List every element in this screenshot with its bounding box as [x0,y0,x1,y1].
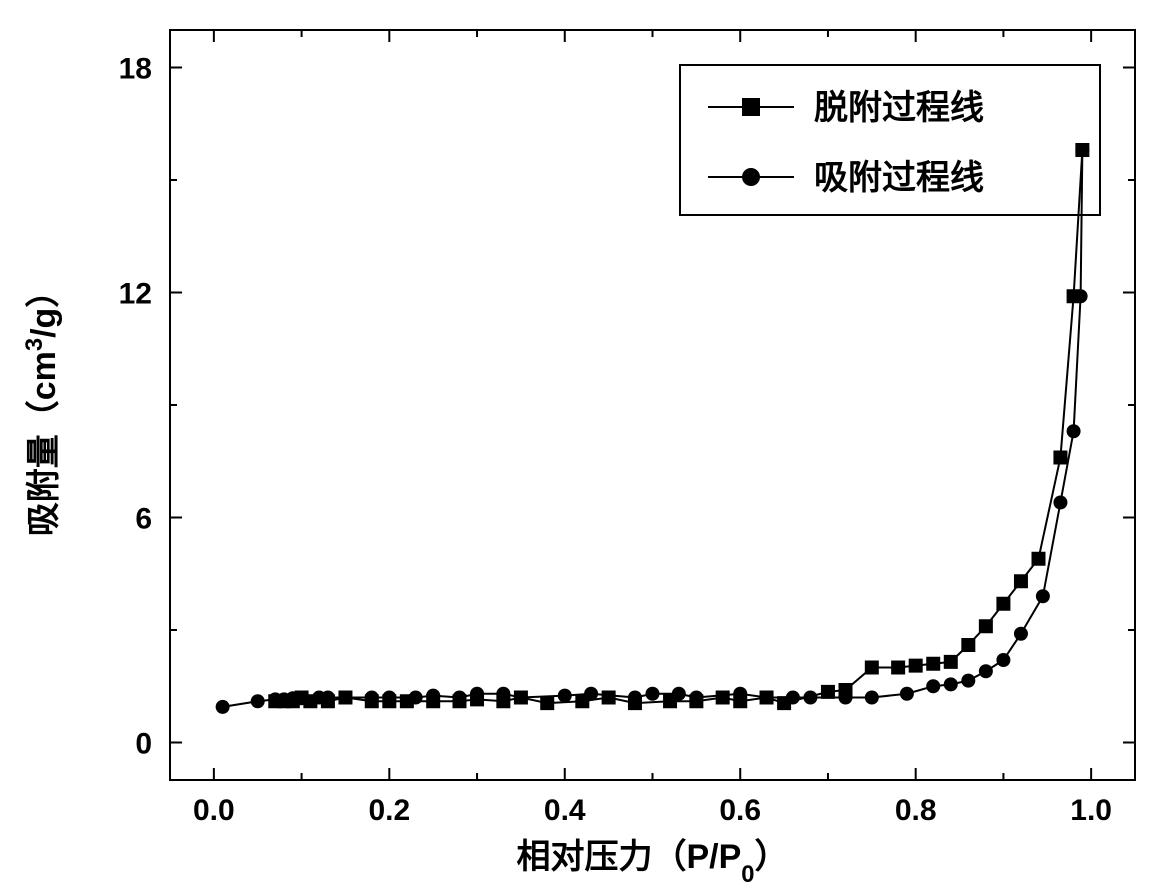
marker-circle [1067,424,1081,438]
isotherm-chart: 0.0 0.2 0.4 0.6 0.8 1.0 0 6 12 18 脱附过程线吸附过程线相对压力（P… [0,0,1167,896]
marker-circle [1036,589,1050,603]
marker-circle [409,691,423,705]
y-tick-label: 18 [119,53,152,86]
marker-circle [1053,496,1067,510]
x-tick-label: 0.2 [368,794,410,827]
marker-square [909,659,923,673]
marker-circle [470,687,484,701]
marker-circle [514,691,528,705]
x-tick-label: 0.0 [193,794,235,827]
marker-square [926,657,940,671]
marker-square [540,696,554,710]
marker-circle [944,677,958,691]
marker-circle [338,691,352,705]
marker-circle [646,687,660,701]
marker-circle [865,691,879,705]
marker-circle [295,691,309,705]
marker-circle [382,691,396,705]
marker-circle [961,674,975,688]
marker-circle [786,691,800,705]
marker-circle [1074,289,1088,303]
chart-container: 0.0 0.2 0.4 0.6 0.8 1.0 0 6 12 18 脱附过程线吸附过程线相对压力（P… [0,0,1167,896]
marker-square [961,638,975,652]
series-line-1 [223,150,1083,707]
marker-square [1053,451,1067,465]
marker-square [1014,574,1028,588]
marker-circle [628,691,642,705]
marker-circle [996,653,1010,667]
marker-circle [900,687,914,701]
marker-circle [689,691,703,705]
marker-circle [1075,143,1089,157]
marker-circle [584,687,598,701]
marker-square [602,691,616,705]
series-line-0 [275,150,1082,703]
marker-circle [365,691,379,705]
y-axis-label: 吸附量（cm3/g） [21,274,64,537]
marker-circle [1014,627,1028,641]
marker-circle [453,691,467,705]
x-tick-label: 0.6 [719,794,761,827]
legend-label: 吸附过程线 [814,159,984,197]
x-tick-label: 1.0 [1070,794,1112,827]
legend-label: 脱附过程线 [814,89,984,127]
y-tick-label: 6 [135,503,152,536]
y-tick-label: 0 [135,728,152,761]
marker-circle [979,664,993,678]
marker-circle [496,687,510,701]
legend-marker-circle [742,168,760,186]
marker-circle [839,691,853,705]
marker-square [944,655,958,669]
marker-square [716,691,730,705]
marker-square [865,661,879,675]
y-tick-label: 12 [119,278,152,311]
marker-circle [733,687,747,701]
marker-circle [926,679,940,693]
marker-circle [672,687,686,701]
marker-square [891,661,905,675]
x-tick-label: 0.4 [544,794,586,827]
marker-square [979,619,993,633]
marker-circle [321,691,335,705]
marker-square [1032,552,1046,566]
x-tick-label: 0.8 [895,794,937,827]
marker-circle [426,689,440,703]
marker-circle [760,691,774,705]
legend-marker-square [742,98,760,116]
marker-circle [558,689,572,703]
marker-circle [251,694,265,708]
marker-circle [803,691,817,705]
x-axis-label: 相对压力（P/P0） [516,837,788,888]
marker-square [996,597,1010,611]
marker-circle [216,700,230,714]
